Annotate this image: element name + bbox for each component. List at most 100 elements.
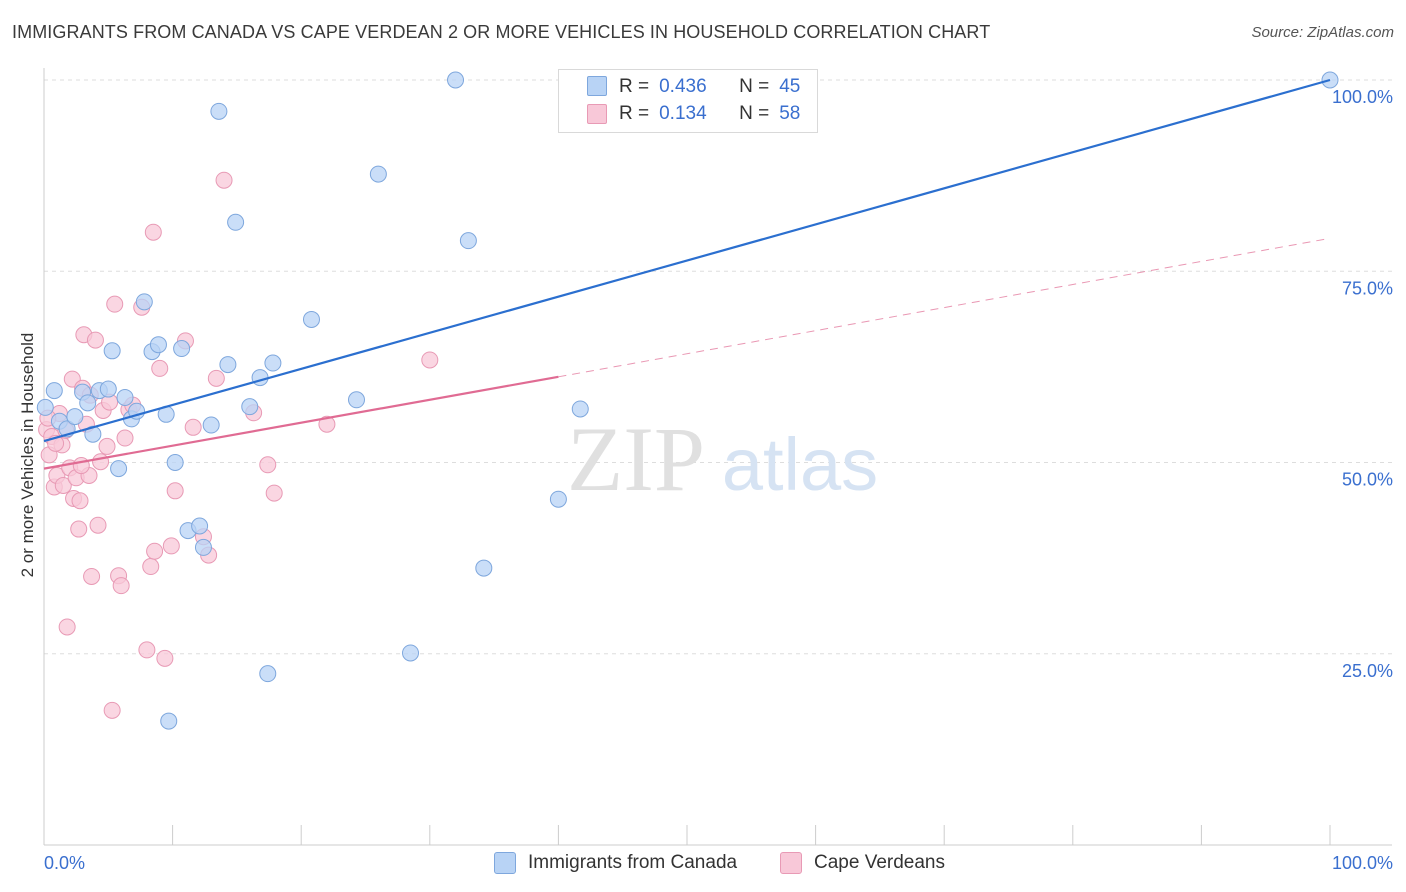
cape-verdeans-point xyxy=(142,558,160,576)
immigrants-from-canada-point xyxy=(191,517,209,535)
legend-item-immigrants-from-canada: Immigrants from Canada xyxy=(494,852,737,874)
cape-verdeans-point xyxy=(71,492,89,510)
immigrants-from-canada-point xyxy=(347,391,365,409)
legend-label: Cape Verdeans xyxy=(814,852,945,873)
source-label: Source: ZipAtlas.com xyxy=(1251,24,1394,41)
cape-verdeans-point xyxy=(207,369,225,387)
immigrants-from-canada-point xyxy=(259,665,277,683)
immigrants-from-canada-point xyxy=(475,559,493,577)
immigrants-from-canada-point xyxy=(110,460,128,478)
cape-verdeans-point xyxy=(162,537,180,555)
immigrants-from-canada-point xyxy=(549,490,567,508)
cape-verdeans-point xyxy=(151,359,169,377)
series-legend: Immigrants from Canada Cape Verdeans xyxy=(0,852,1406,876)
cape-verdeans-point xyxy=(156,649,174,667)
trend-lines xyxy=(43,78,1331,470)
cape-verdeans-point xyxy=(112,577,130,595)
cape-verdeans-trend-line xyxy=(43,375,559,470)
legend-row-blue: R = 0.436 N = 45 xyxy=(619,74,800,100)
legend-label: Immigrants from Canada xyxy=(528,852,738,873)
immigrants-from-canada-point xyxy=(173,340,191,358)
immigrants-from-canada-point xyxy=(149,336,167,354)
y-axis-label: 2 or more Vehicles in Household xyxy=(18,332,37,578)
cape-verdeans-point xyxy=(106,295,124,313)
cape-verdeans-point xyxy=(421,351,439,369)
watermark: ZIP atlas xyxy=(567,408,878,510)
cape-verdeans-point xyxy=(138,641,156,659)
immigrants-from-canada-point xyxy=(302,310,320,328)
cape-verdeans-point xyxy=(166,482,184,500)
immigrants-from-canada-point xyxy=(369,165,387,183)
legend-item-cape-verdeans: Cape Verdeans xyxy=(780,852,945,874)
cape-verdeans-point xyxy=(146,542,164,560)
cape-verdeans-point xyxy=(116,429,134,447)
r-value: 0.436 xyxy=(659,76,707,97)
cape-verdeans-point xyxy=(144,223,162,241)
immigrants-from-canada-point xyxy=(36,398,54,416)
watermark-zip: ZIP xyxy=(567,408,705,510)
r-value: 0.134 xyxy=(659,103,707,124)
r-label: R = xyxy=(619,76,650,97)
immigrants-from-canada-point xyxy=(160,712,178,730)
n-value: 58 xyxy=(779,103,801,124)
immigrants-from-canada-point xyxy=(241,398,259,416)
cape-verdeans-point xyxy=(92,453,110,471)
immigrants-from-canada-point xyxy=(264,354,282,372)
legend-swatch-pink xyxy=(780,852,802,874)
n-value: 45 xyxy=(779,76,801,97)
y-tick-label: 100.0% xyxy=(1332,87,1393,107)
immigrants-from-canada-point xyxy=(459,232,477,250)
immigrants-from-canada-point xyxy=(135,293,153,311)
immigrants-from-canada-point xyxy=(210,102,228,120)
cape-verdeans-points xyxy=(38,171,439,719)
cape-verdeans-point xyxy=(70,520,88,538)
watermark-atlas: atlas xyxy=(722,423,878,506)
immigrants-from-canada-point xyxy=(219,356,237,374)
cape-verdeans-point xyxy=(184,418,202,436)
y-tick-label: 50.0% xyxy=(1342,470,1393,490)
cape-verdeans-point xyxy=(89,516,107,534)
legend-row-pink: R = 0.134 N = 58 xyxy=(619,101,800,127)
immigrants-from-canada-point xyxy=(66,408,84,426)
immigrants-from-canada-point xyxy=(103,342,121,360)
immigrants-from-canada-point xyxy=(45,382,63,400)
tick-labels: 25.0% 50.0% 75.0% 100.0% 0.0% 100.0% xyxy=(44,87,1393,873)
cape-verdeans-point xyxy=(98,437,116,455)
legend-swatch-blue xyxy=(494,852,516,874)
cape-verdeans-point xyxy=(265,484,283,502)
n-label: N = xyxy=(739,103,770,124)
grid-lines xyxy=(44,79,1392,655)
immigrants-from-canada-point xyxy=(402,644,420,662)
x-tick-label: 0.0% xyxy=(44,853,85,873)
cape-verdeans-point xyxy=(86,331,104,349)
immigrants-from-canada-point xyxy=(84,425,102,443)
immigrants-from-canada-point xyxy=(251,369,269,387)
legend-swatch-blue xyxy=(587,76,607,96)
cape-verdeans-point xyxy=(215,171,233,189)
immigrants-from-canada-trend-line xyxy=(43,78,1331,443)
cape-verdeans-point xyxy=(259,456,277,474)
immigrants-from-canada-point xyxy=(447,71,465,89)
legend-swatch-pink xyxy=(587,104,607,124)
n-label: N = xyxy=(739,76,770,97)
cape-verdeans-point xyxy=(58,618,76,636)
immigrants-from-canada-point xyxy=(116,388,134,406)
immigrants-from-canada-point xyxy=(227,213,245,231)
immigrants-from-canada-point xyxy=(99,380,117,398)
cape-verdeans-point xyxy=(103,701,121,719)
cape-verdeans-trend-line xyxy=(558,237,1331,378)
immigrants-from-canada-points xyxy=(36,71,1339,730)
axes xyxy=(43,68,1392,846)
y-tick-label: 75.0% xyxy=(1342,278,1393,298)
immigrants-from-canada-point xyxy=(166,454,184,471)
cape-verdeans-point xyxy=(318,415,336,433)
cape-verdeans-point xyxy=(54,476,72,494)
chart-title: IMMIGRANTS FROM CANADA VS CAPE VERDEAN 2… xyxy=(12,22,991,42)
r-label: R = xyxy=(619,103,650,124)
immigrants-from-canada-point xyxy=(571,400,589,418)
cape-verdeans-point xyxy=(83,567,101,585)
stats-legend: R = 0.436 N = 45 R = 0.134 N = 58 xyxy=(558,69,818,133)
y-tick-label: 25.0% xyxy=(1342,661,1393,681)
immigrants-from-canada-point xyxy=(202,416,220,434)
